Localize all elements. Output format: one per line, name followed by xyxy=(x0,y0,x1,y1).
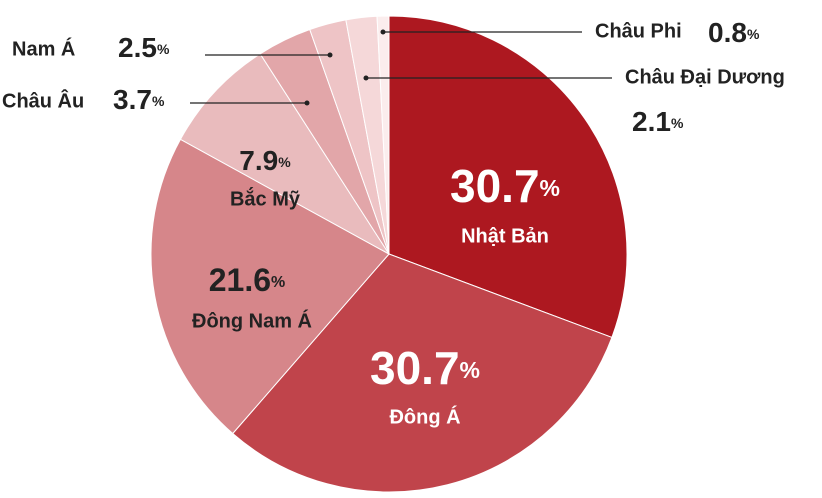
category-label: Đông Nam Á xyxy=(192,309,312,332)
leader-dot xyxy=(380,29,386,35)
value-number: 21.6 xyxy=(209,262,271,298)
value-unit: % xyxy=(271,274,285,291)
value-unit: % xyxy=(540,175,560,201)
value-label: 3.7% xyxy=(113,84,165,115)
value-number: 2.1 xyxy=(632,106,671,137)
value-number: 30.7 xyxy=(450,160,540,212)
value-number: 3.7 xyxy=(113,84,152,115)
leader-dot xyxy=(304,100,310,106)
category-label: Bắc Mỹ xyxy=(230,186,301,210)
category-label: Châu Âu xyxy=(2,88,84,112)
pie-slice xyxy=(376,15,390,255)
value-number: 0.8 xyxy=(708,17,747,48)
pie-slice xyxy=(388,15,628,339)
value-label: 7.9% xyxy=(239,145,291,176)
pie-slice xyxy=(179,53,390,255)
value-unit: % xyxy=(671,115,684,131)
value-number: 30.7 xyxy=(370,342,460,394)
value-unit: % xyxy=(152,93,165,109)
category-label: Nhật Bản xyxy=(461,225,549,247)
category-label: Châu Phi xyxy=(595,20,682,42)
category-label: Châu Đại Dương xyxy=(625,66,785,88)
value-number: 2.5 xyxy=(118,32,157,63)
category-label: Nam Á xyxy=(12,37,75,60)
value-unit: % xyxy=(747,26,760,42)
value-unit: % xyxy=(460,357,480,383)
value-label: 2.1% xyxy=(632,106,684,137)
value-label: 0.8% xyxy=(708,17,760,48)
value-label: 30.7% xyxy=(450,160,560,212)
value-label: 21.6% xyxy=(209,262,286,298)
value-number: 7.9 xyxy=(239,145,278,176)
leader-dot xyxy=(327,52,333,58)
value-unit: % xyxy=(278,154,291,170)
leader-dot xyxy=(363,75,369,81)
value-unit: % xyxy=(157,41,170,57)
category-label: Đông Á xyxy=(389,405,460,428)
pie-slice xyxy=(232,253,613,493)
value-label: 2.5% xyxy=(118,32,170,63)
pie-slice xyxy=(150,138,390,435)
value-label: 30.7% xyxy=(370,342,480,394)
